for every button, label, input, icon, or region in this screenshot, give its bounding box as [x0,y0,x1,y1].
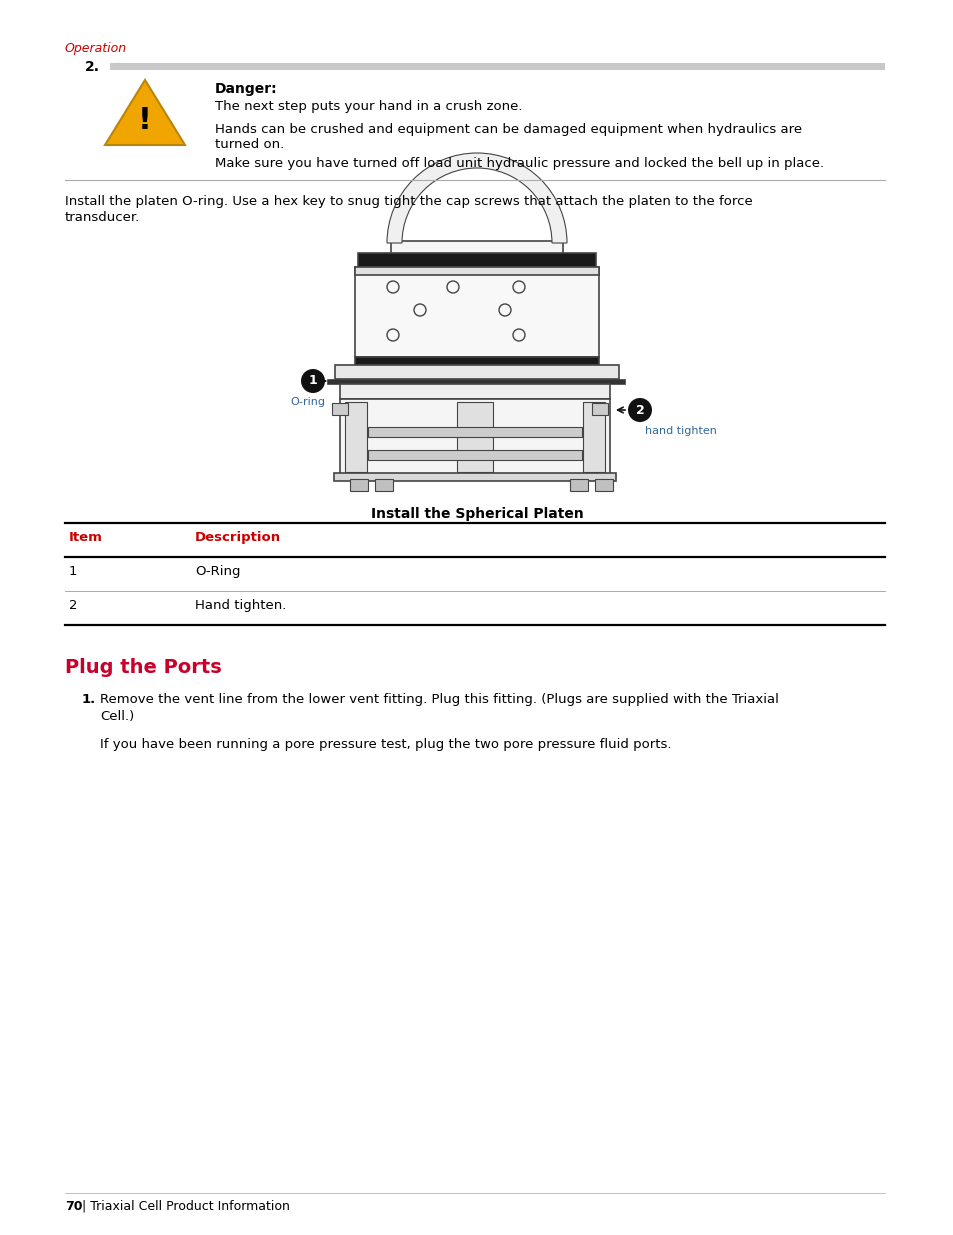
Bar [110,63,884,70]
Text: 1: 1 [309,374,317,388]
Bar [368,427,581,437]
Bar [335,366,618,379]
Bar [357,253,596,267]
Text: If you have been running a pore pressure test, plug the two pore pressure fluid : If you have been running a pore pressure… [100,739,671,751]
Bar [368,450,581,459]
Text: transducer.: transducer. [65,211,140,224]
Bar [339,384,609,399]
Bar [339,399,609,475]
Text: Install the Spherical Platen: Install the Spherical Platen [370,508,583,521]
Text: Description: Description [194,531,281,543]
Circle shape [627,398,651,422]
Text: Install the platen O-ring. Use a hex key to snug tight the cap screws that attac: Install the platen O-ring. Use a hex key… [65,195,752,207]
Text: O-Ring: O-Ring [194,564,240,578]
Wedge shape [387,153,566,243]
Text: 2.: 2. [85,61,100,74]
Bar [345,403,367,472]
Text: Hands can be crushed and equipment can be damaged equipment when hydraulics are: Hands can be crushed and equipment can b… [214,124,801,136]
Text: 1.: 1. [82,693,96,706]
Text: hand tighten: hand tighten [644,426,716,436]
Text: 70: 70 [65,1200,82,1213]
Text: 1: 1 [69,564,77,578]
Text: | Triaxial Cell Product Information: | Triaxial Cell Product Information [78,1200,290,1213]
Text: Plug the Ports: Plug the Ports [65,658,221,677]
Text: The next step puts your hand in a crush zone.: The next step puts your hand in a crush … [214,100,522,112]
Text: Hand tighten.: Hand tighten. [194,599,286,613]
Text: turned on.: turned on. [214,138,284,151]
Bar [355,357,598,366]
Bar [456,403,493,472]
Text: Item: Item [69,531,103,543]
Bar [327,379,624,384]
Bar [595,479,613,492]
Bar [592,403,607,415]
Circle shape [301,369,325,393]
Bar [355,267,598,275]
Text: 2: 2 [635,404,643,416]
Bar [355,267,598,357]
Bar [332,403,348,415]
Text: Cell.): Cell.) [100,710,134,722]
Bar [582,403,604,472]
Text: !: ! [138,106,152,135]
Text: 2: 2 [69,599,77,613]
Bar [569,479,587,492]
Bar [350,479,368,492]
Text: Make sure you have turned off load unit hydraulic pressure and locked the bell u: Make sure you have turned off load unit … [214,157,823,170]
Bar [375,479,393,492]
Bar [334,473,616,480]
Text: Remove the vent line from the lower vent fitting. Plug this fitting. (Plugs are : Remove the vent line from the lower vent… [100,693,778,706]
Polygon shape [105,80,185,144]
Text: Operation: Operation [65,42,127,56]
Text: O-ring: O-ring [291,396,325,408]
FancyBboxPatch shape [391,241,562,254]
Text: Danger:: Danger: [214,82,277,96]
